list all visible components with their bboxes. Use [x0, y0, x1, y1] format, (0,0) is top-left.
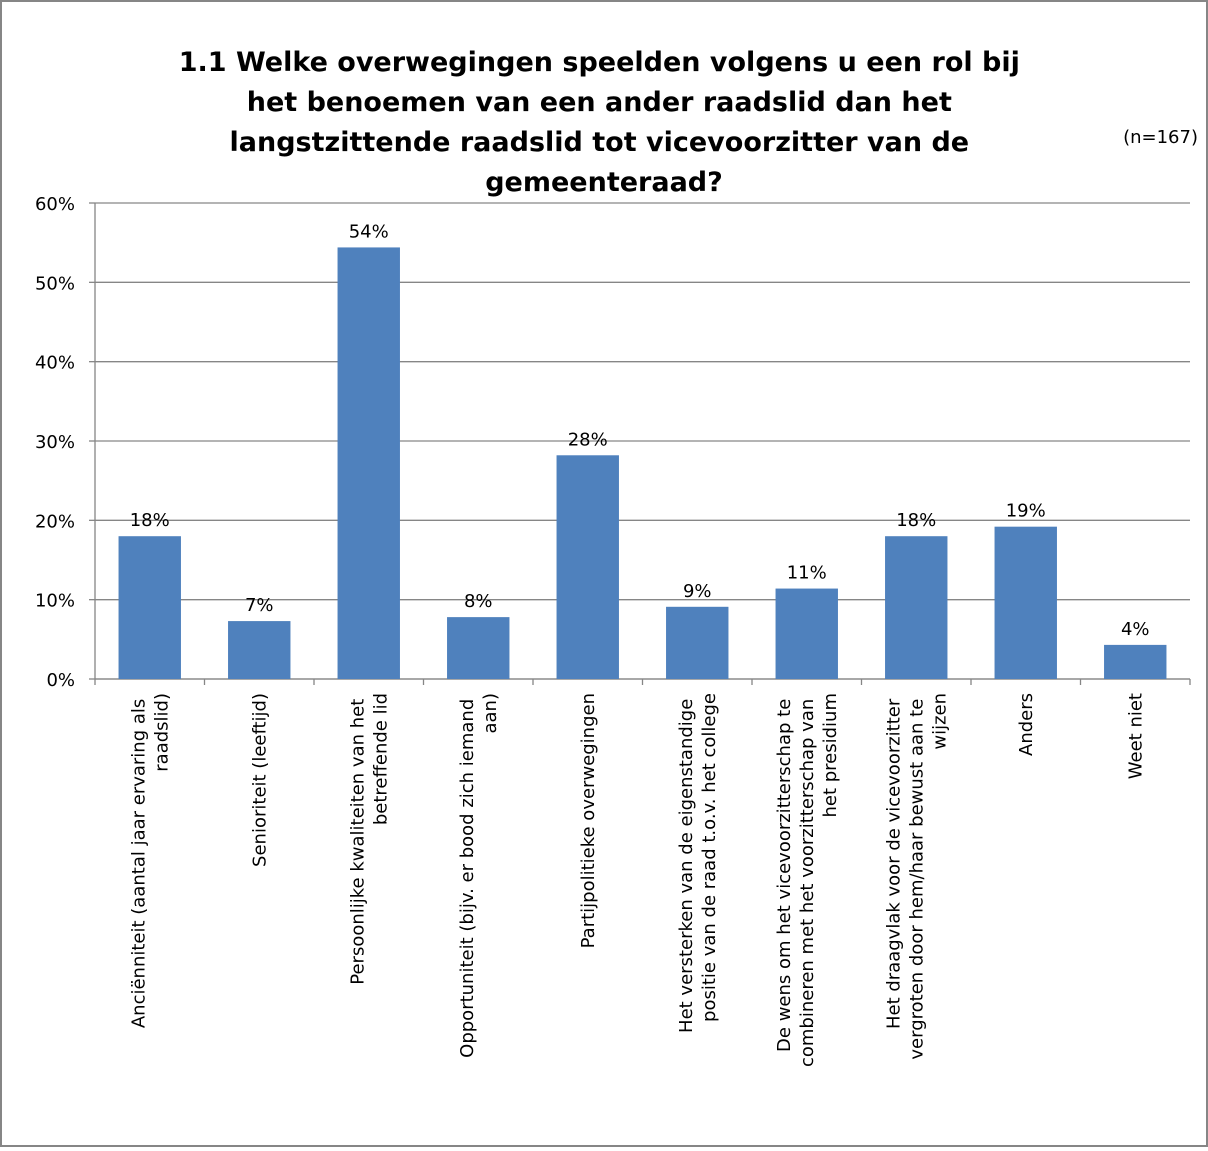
- bar: [885, 536, 948, 679]
- bar: [337, 247, 400, 679]
- data-label: 18%: [130, 510, 170, 531]
- chart-subtitle: (n=167): [1123, 127, 1198, 148]
- y-tick-label: 60%: [35, 194, 75, 215]
- y-tick-label: 30%: [35, 432, 75, 453]
- x-tick-label: Persoonlijke kwaliteiten van het betreff…: [347, 693, 391, 985]
- bar: [447, 617, 510, 679]
- bar: [775, 588, 838, 679]
- chart-title: 1.1 Welke overwegingen speelden volgens …: [179, 47, 1030, 198]
- y-tick-label: 0%: [46, 670, 75, 691]
- data-label: 54%: [349, 221, 389, 242]
- x-tick-label: Anciënniteit (aantal jaar ervaring als r…: [128, 693, 172, 1028]
- data-label: 18%: [896, 510, 936, 531]
- data-label: 7%: [245, 595, 274, 616]
- x-tick-label: Anders: [1016, 693, 1037, 756]
- data-label: 19%: [1006, 501, 1046, 522]
- y-tick-label: 50%: [35, 273, 75, 294]
- data-label: 9%: [683, 581, 712, 602]
- data-label: 28%: [568, 429, 608, 450]
- x-tick-label: Partijpolitieke overwegingen: [578, 693, 599, 948]
- y-tick-label: 40%: [35, 353, 75, 374]
- bar: [994, 526, 1057, 679]
- x-tick-label: Opportuniteit (bijv. er bood zich iemand…: [457, 693, 501, 1058]
- y-tick-label: 20%: [35, 511, 75, 532]
- x-tick-label: Het versterken van de eigenstandige posi…: [676, 693, 720, 1033]
- bar: [228, 621, 291, 679]
- x-tick-label: De wens om het vicevoorzitterschap te co…: [774, 693, 841, 1067]
- y-tick-label: 10%: [35, 591, 75, 612]
- bar: [556, 455, 619, 679]
- bar: [1104, 644, 1167, 679]
- data-label: 8%: [464, 591, 493, 612]
- x-tick-label: Weet niet: [1125, 693, 1146, 779]
- data-label: 4%: [1121, 619, 1150, 640]
- bar: [666, 606, 729, 679]
- bar: [118, 536, 181, 679]
- x-tick-label: Het draagvlak voor de vicevoorzitter ver…: [883, 693, 950, 1060]
- data-label: 11%: [787, 563, 827, 584]
- x-tick-label: Senioriteit (leeftijd): [249, 693, 270, 867]
